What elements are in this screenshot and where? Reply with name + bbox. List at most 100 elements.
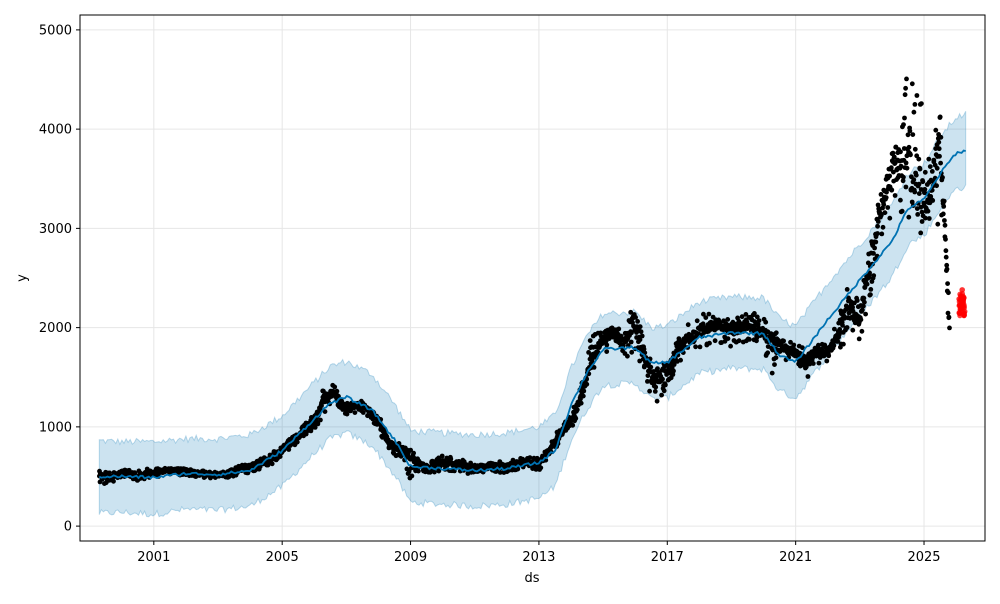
observed-point	[940, 175, 945, 180]
observed-point	[936, 146, 942, 152]
observed-point	[860, 307, 865, 313]
observed-point	[277, 454, 283, 459]
observed-point	[269, 461, 275, 467]
observed-point	[881, 202, 887, 208]
observed-point	[887, 173, 892, 179]
observed-point	[629, 349, 635, 355]
observed-point	[916, 191, 922, 197]
observed-point	[854, 298, 860, 303]
observed-point	[898, 197, 903, 203]
x-tick-label: 2017	[651, 550, 684, 565]
observed-point	[909, 81, 915, 87]
observed-point	[919, 101, 924, 106]
observed-point	[739, 314, 745, 320]
observed-point	[859, 328, 865, 334]
observed-point	[645, 373, 651, 378]
observed-point	[922, 169, 928, 175]
observed-point	[436, 468, 442, 474]
observed-point	[754, 314, 760, 320]
observed-point	[911, 177, 917, 183]
observed-point	[294, 439, 300, 445]
observed-point	[840, 322, 845, 328]
x-axis-label: ds	[524, 571, 539, 586]
observed-point	[929, 169, 935, 174]
observed-point	[707, 340, 712, 346]
observed-point	[861, 295, 867, 301]
observed-point	[901, 174, 906, 180]
y-tick-label: 1000	[39, 420, 72, 435]
observed-point	[863, 311, 868, 317]
observed-point	[918, 230, 924, 236]
observed-point	[930, 198, 936, 203]
observed-point	[942, 218, 947, 223]
observed-point	[318, 417, 323, 423]
observed-point	[880, 224, 886, 230]
observed-point	[902, 92, 908, 98]
observed-point	[917, 166, 923, 172]
y-tick-label: 5000	[39, 23, 72, 38]
observed-point	[701, 311, 706, 317]
observed-point	[538, 465, 544, 471]
observed-point	[805, 374, 811, 379]
observed-point	[791, 342, 797, 348]
observed-point	[879, 231, 885, 237]
observed-point	[628, 309, 634, 315]
forecast-line	[98, 149, 966, 480]
observed-point	[527, 455, 533, 460]
observed-point	[681, 343, 687, 349]
highlighted-point	[958, 307, 964, 313]
observed-point	[903, 184, 909, 190]
observed-point	[871, 251, 876, 256]
observed-point	[638, 329, 644, 335]
y-axis-ticks: 0 1000 2000 3000 4000 5000	[39, 23, 80, 535]
observed-point	[653, 384, 659, 390]
observed-point	[628, 339, 634, 345]
x-tick-label: 2001	[137, 550, 170, 565]
observed-point	[873, 239, 879, 245]
observed-point	[891, 154, 897, 160]
observed-point	[816, 342, 821, 348]
observed-point	[883, 195, 889, 201]
observed-point	[570, 422, 576, 428]
plot-content	[97, 76, 968, 518]
observed-point	[868, 292, 873, 297]
observed-point	[937, 153, 942, 159]
observed-point	[945, 281, 950, 286]
observed-point	[936, 139, 942, 145]
observed-point	[944, 262, 950, 268]
observed-point	[915, 212, 921, 217]
observed-point	[878, 212, 884, 218]
observed-point	[943, 254, 949, 260]
observed-point	[772, 362, 777, 367]
observed-point	[909, 199, 915, 205]
observed-point	[703, 315, 709, 320]
observed-point	[432, 469, 437, 475]
highlighted-points-layer	[956, 287, 968, 319]
observed-point	[573, 416, 579, 421]
observed-point	[773, 355, 779, 361]
x-tick-label: 2013	[522, 550, 555, 565]
observed-point	[497, 470, 503, 475]
observed-point	[889, 187, 895, 193]
observed-point	[846, 310, 852, 316]
y-tick-label: 3000	[39, 222, 72, 237]
observed-point	[736, 338, 742, 344]
observed-point	[286, 447, 292, 452]
observed-point	[706, 311, 712, 317]
observed-point	[943, 248, 949, 254]
highlighted-point	[958, 299, 964, 305]
observed-point	[942, 222, 948, 228]
observed-point	[934, 165, 940, 171]
observed-point	[908, 152, 913, 158]
observed-point	[515, 466, 521, 472]
observed-point	[591, 365, 597, 370]
observed-point	[900, 178, 906, 184]
observed-point	[743, 312, 749, 317]
observed-point	[416, 468, 421, 474]
observed-point	[906, 144, 912, 150]
plot-frame	[79, 14, 986, 542]
observed-point	[898, 163, 904, 169]
observed-point	[871, 273, 877, 278]
observed-point	[910, 132, 916, 138]
